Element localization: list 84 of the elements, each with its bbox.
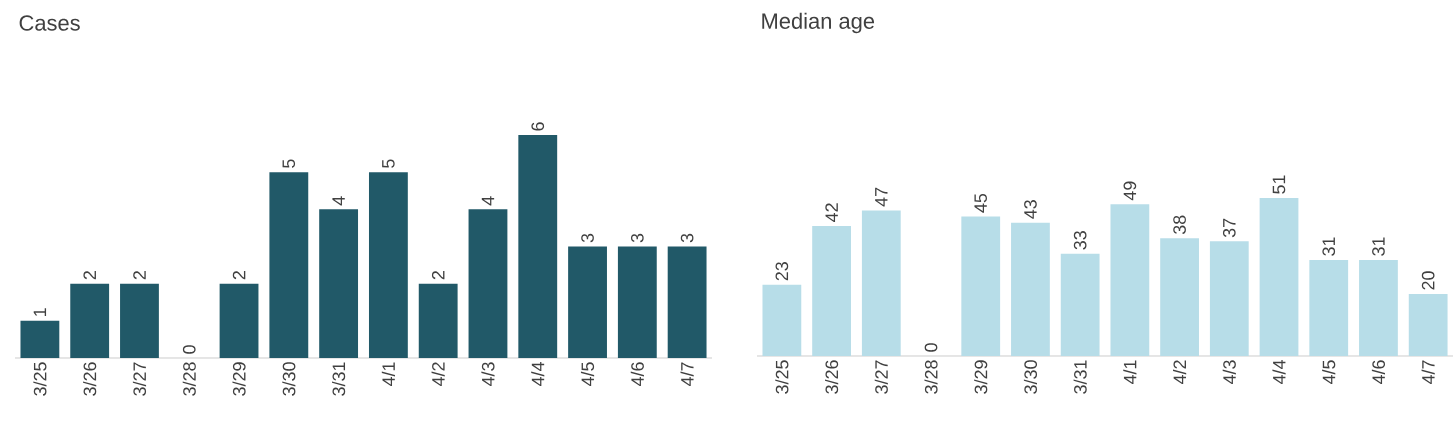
data-label: 2 (431, 271, 445, 280)
bar (1110, 204, 1150, 356)
data-label: 3 (581, 233, 594, 243)
data-label: 49 (1123, 181, 1137, 201)
bar (1060, 253, 1100, 356)
x-tick-label: 4/5 (1322, 360, 1336, 385)
data-label: 2 (133, 271, 146, 280)
x-tick-label: 4/5 (580, 362, 595, 387)
data-label: 31 (1372, 237, 1385, 256)
x-tick-label: 3/30 (282, 362, 296, 396)
bar (70, 283, 110, 358)
x-tick-label: 3/25 (775, 360, 789, 394)
data-label: 31 (1322, 237, 1336, 256)
x-tick-label: 3/25 (33, 362, 47, 396)
data-label: 0 (924, 343, 938, 352)
data-label: 6 (531, 122, 545, 131)
bar (1259, 198, 1299, 356)
x-tick-label: 3/26 (83, 362, 97, 396)
x-tick-label: 4/1 (1123, 360, 1137, 385)
data-label: 37 (1222, 218, 1236, 238)
bar (1160, 238, 1199, 356)
data-label: 0 (182, 345, 196, 354)
data-label: 43 (1024, 200, 1037, 219)
bar (667, 246, 707, 358)
data-label: 47 (875, 187, 888, 207)
x-tick-label: 3/26 (824, 360, 839, 394)
data-label: 20 (1421, 271, 1435, 290)
x-tick-label: 4/2 (431, 362, 445, 387)
bar (961, 216, 1001, 356)
data-label: 5 (382, 159, 395, 168)
bar (368, 172, 408, 358)
data-label: 2 (83, 271, 96, 280)
data-label: 3 (680, 233, 694, 243)
bar (1359, 259, 1398, 356)
x-tick-label: 3/30 (1023, 360, 1038, 394)
bar (568, 246, 607, 358)
bar (20, 320, 60, 358)
bar (812, 225, 851, 356)
x-tick-label: 3/28 (182, 362, 196, 396)
data-label: 23 (775, 262, 789, 281)
x-tick-label: 3/29 (232, 362, 246, 396)
bar (468, 209, 508, 358)
bar (219, 283, 259, 358)
x-tick-label: 4/4 (531, 362, 545, 387)
bar (1011, 222, 1050, 356)
data-label: 4 (332, 196, 345, 206)
bar (120, 283, 159, 358)
bar (762, 284, 802, 356)
x-tick-label: 4/1 (381, 362, 395, 387)
data-label: 38 (1173, 215, 1186, 235)
chart-title: Median age (762, 12, 875, 34)
bar (319, 209, 359, 358)
data-label: 4 (481, 196, 495, 206)
x-tick-label: 3/31 (1073, 360, 1087, 394)
x-tick-label: 4/7 (680, 362, 694, 387)
data-label: 2 (232, 271, 246, 280)
data-label: 3 (630, 233, 644, 243)
x-tick-label: 4/6 (1371, 360, 1386, 385)
chart-title: Cases (19, 15, 80, 31)
x-tick-label: 3/31 (332, 362, 346, 396)
bar (518, 135, 558, 358)
x-tick-label: 4/3 (1222, 360, 1236, 385)
data-label: 33 (1073, 231, 1087, 250)
data-label: 1 (33, 308, 47, 316)
x-tick-label: 4/4 (1272, 360, 1286, 385)
data-label: 51 (1272, 175, 1286, 194)
x-tick-label: 4/7 (1421, 360, 1435, 385)
bar (1209, 241, 1249, 356)
bar (1408, 294, 1448, 356)
data-label: 5 (282, 159, 296, 168)
x-tick-label: 3/27 (132, 362, 147, 396)
bar (418, 283, 458, 358)
data-label: 42 (825, 203, 838, 222)
x-tick-label: 4/6 (630, 362, 644, 387)
x-tick-label: 4/3 (481, 362, 495, 387)
x-tick-label: 3/29 (974, 360, 988, 394)
data-label: 45 (974, 193, 987, 213)
x-tick-label: 4/2 (1173, 360, 1187, 385)
x-tick-label: 3/27 (874, 360, 888, 394)
bar (1309, 259, 1349, 356)
x-tick-label: 3/28 (924, 360, 938, 394)
bar (861, 210, 901, 356)
bar (269, 172, 309, 358)
bar (617, 246, 657, 358)
